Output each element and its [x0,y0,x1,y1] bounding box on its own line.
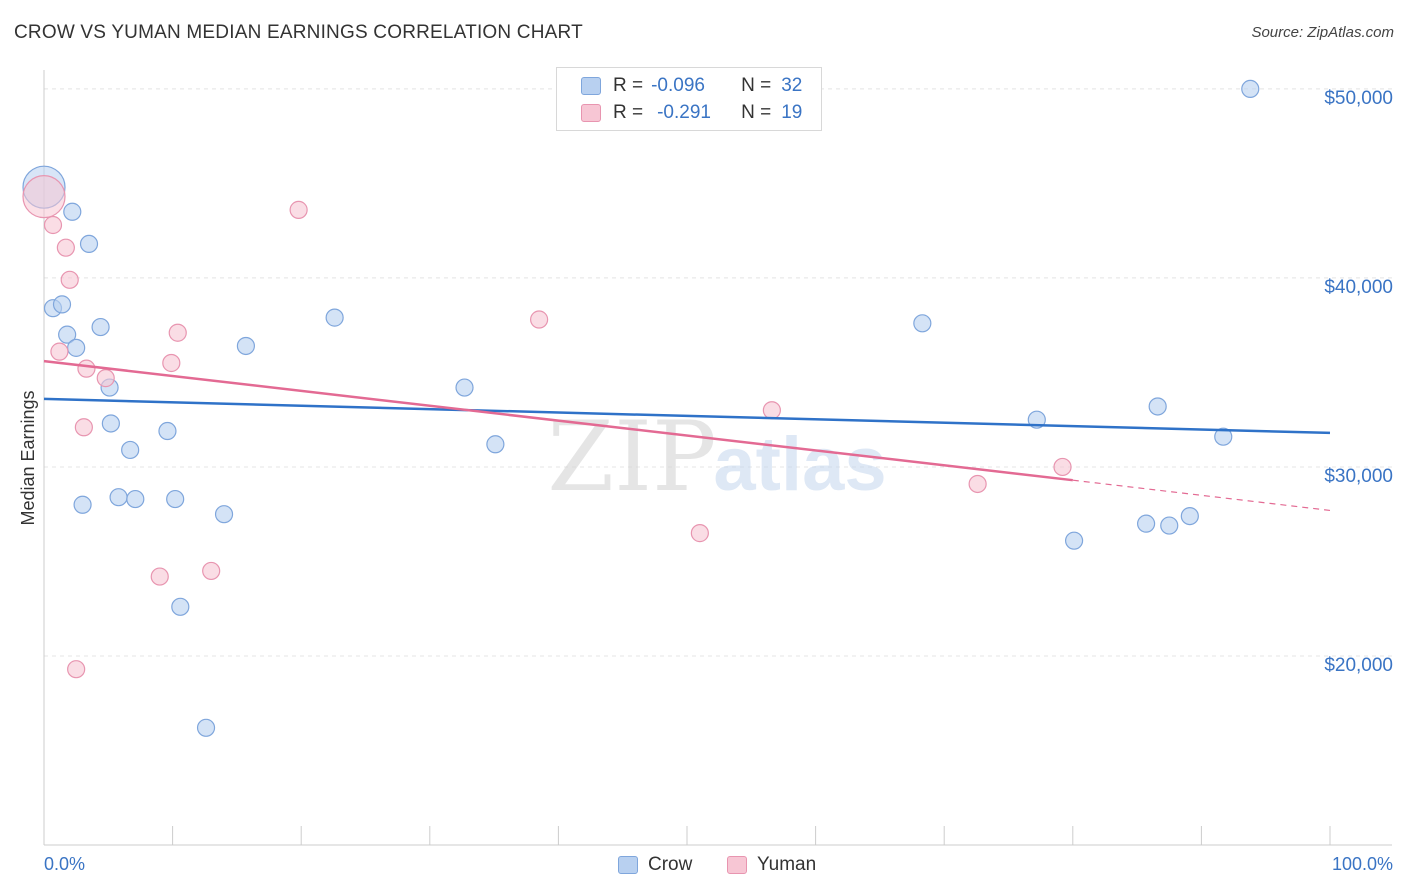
crow-r-value: -0.096 [651,75,705,96]
legend-row-yuman: R = -0.291 N = 19 [581,101,802,125]
source-label: Source: ZipAtlas.com [1251,24,1394,41]
yuman-point [162,353,181,373]
crow-point [91,317,110,337]
yuman-point [530,310,549,329]
crow-point [1148,397,1167,416]
yuman-point [202,561,221,581]
crow-point [73,495,92,514]
crow-r-label: R = [613,75,644,96]
crow-point [101,414,120,433]
legend-crow-swatch [618,856,638,874]
crow-point [913,314,932,333]
yuman-point [60,270,79,289]
tick-labels: $20,000 $30,000 $40,000 $50,000 0.0% 100.0% Me… [18,88,1393,874]
crow-point [1241,79,1260,99]
legend-yuman: Yuman [727,852,816,878]
yuman-point [43,215,63,235]
yuman-trend-extension [1072,479,1331,512]
chart-title: CROW VS YUMAN MEDIAN EARNINGS CORRELATIO… [14,22,583,43]
crow-point [121,440,140,460]
crow-point [171,597,190,616]
legend-crow-label: Crow [648,854,693,875]
crow-point [1160,516,1179,535]
yuman-point [22,175,66,219]
y-tick-label: $30,000 [1324,466,1393,487]
yuman-point [168,323,187,342]
crow-point [63,202,82,221]
yuman-point [74,418,93,437]
yuman-point [1053,457,1072,477]
x-tick-label-min: 0.0% [44,854,85,874]
legend-crow: Crow [618,852,692,878]
yuman-point [50,342,69,361]
watermark: ZIP atlas [547,401,886,513]
yuman-swatch [581,104,601,122]
crow-point [158,421,177,441]
y-tick-label: $20,000 [1324,655,1393,676]
yuman-n-label: N = [741,102,772,123]
crow-trend-line [43,397,1331,435]
y-tick-label: $50,000 [1324,88,1393,109]
yuman-n-value: 19 [781,102,803,123]
yuman-point [67,660,86,679]
crow-point [486,435,505,454]
crow-point [1064,531,1084,550]
yuman-point [289,200,308,219]
crow-point [67,338,86,357]
legend-yuman-label: Yuman [757,854,817,875]
legend-row-crow: R = -0.096 N = 32 [581,74,802,98]
crow-point [79,234,99,254]
crow-point [1137,514,1156,533]
yuman-point [96,369,115,388]
crow-point [325,308,344,327]
gridlines [44,88,1392,657]
crow-point [58,325,77,344]
stats-legend: R = -0.096 N = 32 R = -0.291 N = 19 [556,67,822,131]
y-axis-title: Median Earnings [18,390,38,525]
yuman-point [968,474,987,494]
yuman-point [762,401,781,420]
axes [43,70,1392,846]
x-tick-label-max: 100.0% [1332,854,1393,874]
yuman-trend-line [43,359,1073,482]
watermark-atlas: atlas [713,422,886,507]
crow-point [1180,506,1199,526]
yuman-point [56,238,75,257]
crow-point [166,489,185,509]
crow-point [455,378,474,397]
crow-point [126,489,145,509]
crow-point [1214,427,1233,446]
y-tick-label: $40,000 [1324,277,1393,298]
yuman-point [690,524,709,543]
crow-point [109,488,128,507]
watermark-zip: ZIP [547,401,716,513]
crow-point [236,336,256,356]
crow-n-label: N = [741,75,772,96]
yuman-r-label: R = [613,102,644,123]
crow-point [196,718,216,737]
yuman-point [77,359,96,378]
crow-point [52,295,72,314]
yuman-point [150,567,169,586]
crow-swatch [581,77,601,95]
crow-n-value: 32 [781,75,803,96]
crow-point [214,505,234,524]
yuman-r-value: -0.291 [657,102,711,123]
legend-yuman-swatch [727,856,747,874]
trend-lines [43,359,1331,512]
